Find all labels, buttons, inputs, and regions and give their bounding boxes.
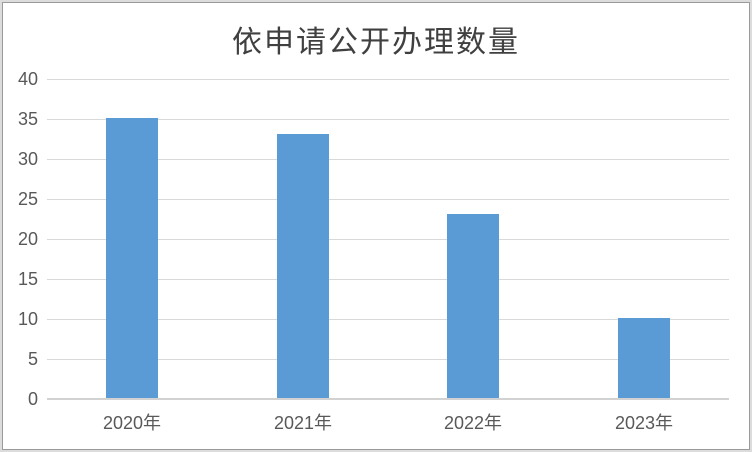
bar-2020 bbox=[106, 118, 158, 398]
gridline bbox=[47, 239, 729, 240]
y-tick-label: 25 bbox=[17, 189, 38, 209]
gridline bbox=[47, 79, 729, 80]
y-tick-label: 10 bbox=[17, 309, 38, 329]
y-tick-label: 40 bbox=[17, 69, 38, 89]
bar-2023 bbox=[618, 318, 670, 398]
y-tick-label: 20 bbox=[17, 229, 38, 249]
y-tick-label: 0 bbox=[27, 389, 38, 409]
bar-2021 bbox=[277, 134, 329, 398]
x-tick-label: 2023年 bbox=[614, 413, 674, 433]
gridline bbox=[47, 199, 729, 200]
y-tick-label: 5 bbox=[27, 349, 38, 369]
x-tick-label: 2021年 bbox=[273, 413, 333, 433]
gridline bbox=[47, 279, 729, 280]
gridline bbox=[47, 159, 729, 160]
y-tick-label: 30 bbox=[17, 149, 38, 169]
y-tick-label: 15 bbox=[17, 269, 38, 289]
gridline bbox=[47, 119, 729, 120]
gridline bbox=[47, 359, 729, 360]
x-axis-line bbox=[47, 398, 729, 400]
x-tick-label: 2020年 bbox=[102, 413, 162, 433]
bar-2022 bbox=[447, 214, 499, 398]
x-tick-label: 2022年 bbox=[443, 413, 503, 433]
y-tick-label: 35 bbox=[17, 109, 38, 129]
chart-title: 依申请公开办理数量 bbox=[232, 26, 520, 59]
gridline bbox=[47, 319, 729, 320]
